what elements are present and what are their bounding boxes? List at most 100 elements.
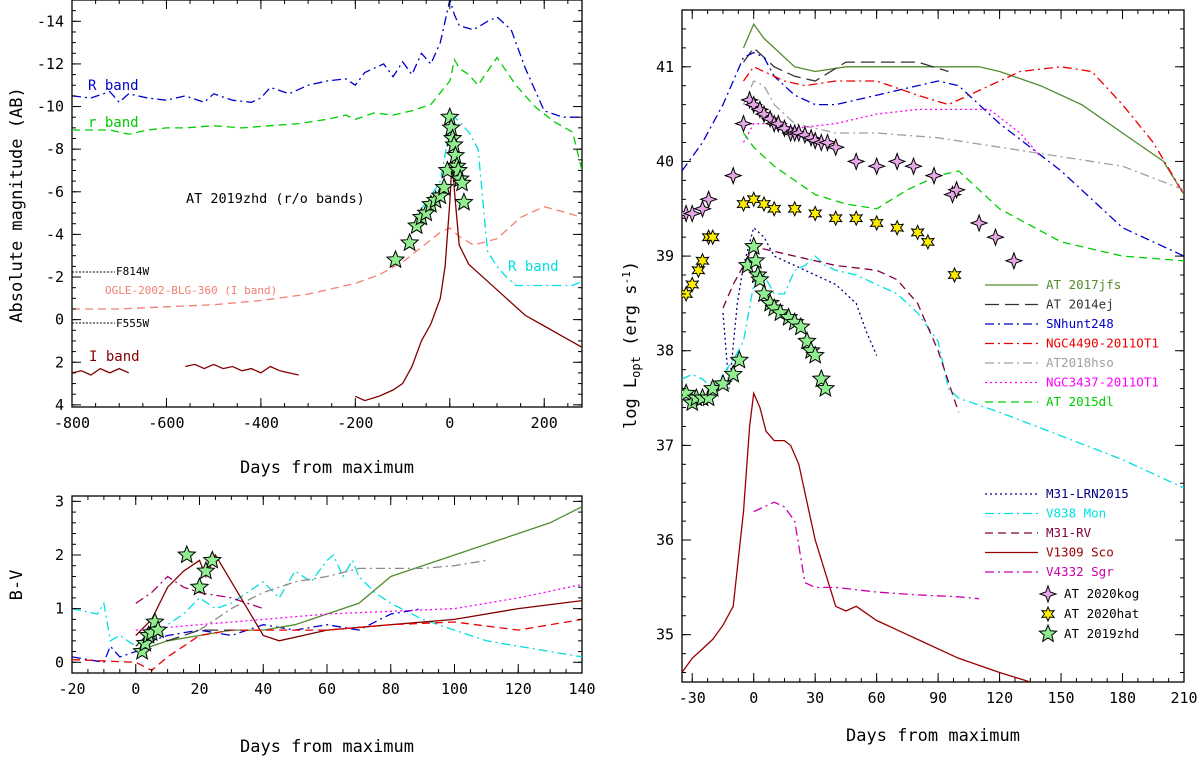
marker-at2019zhd	[754, 283, 774, 303]
annot-ogle: OGLE-2002-BLG-360 (I band)	[105, 284, 277, 297]
marker-at2020hat	[695, 252, 710, 270]
p0-xtick-label: 0	[445, 414, 454, 432]
marker-at2020kog	[969, 213, 989, 233]
marker-at2020hat	[808, 205, 823, 222]
marker-at2020hat	[869, 214, 884, 232]
marker-at2020kog	[768, 114, 788, 134]
marker-at2020hat	[828, 209, 843, 227]
p0-ytick-label: -14	[37, 12, 64, 30]
marker-at2019zhd	[815, 378, 836, 397]
legend-top-label: NGC4490-2011OT1	[1046, 336, 1159, 351]
p2-xtick-label: 180	[1109, 689, 1136, 707]
legend-marker-label: AT 2019zhd	[1064, 626, 1139, 641]
p0-series-line-3	[72, 206, 582, 310]
marker-at2020hat	[691, 262, 706, 279]
p0-series-line-5	[185, 363, 299, 376]
p1-xtick-label: 80	[382, 680, 400, 698]
legend-marker-label: AT 2020hat	[1064, 606, 1139, 621]
p2-ytick-label: 39	[656, 247, 674, 265]
legend-top-label: AT2018hso	[1046, 355, 1114, 370]
marker-at2019zhd	[452, 172, 472, 192]
marker-at2019zhd	[750, 269, 770, 289]
p2-series-line-6	[742, 132, 1184, 262]
marker-at2020kog	[754, 104, 774, 124]
marker-at2020kog	[734, 114, 753, 134]
marker-at2019zhd	[196, 560, 216, 580]
p0-series-line-0	[72, 0, 582, 118]
annot-r-band-blue: R band	[88, 78, 139, 94]
marker-at2020hat	[947, 266, 962, 284]
p1-series-line-8	[135, 629, 232, 647]
p2-series-line-4	[742, 80, 1184, 191]
marker-at2020hat	[920, 233, 935, 251]
marker-at2020hat	[910, 224, 925, 241]
panel-right-plot	[682, 22, 1184, 682]
p1-xtick-label: -20	[58, 680, 85, 698]
p0-ytick-label: 0	[55, 311, 64, 329]
marker-at2020kog	[1004, 251, 1024, 271]
legend-bottom-label: V838 Mon	[1046, 506, 1106, 521]
p1-ytick-label: 1	[55, 600, 64, 618]
p1-xtick-label: 60	[318, 680, 336, 698]
p2-xtick-label: 60	[868, 689, 886, 707]
p0-series-line-2	[420, 116, 582, 287]
panel-right-frame	[681, 9, 1185, 683]
annot-i-band: I band	[89, 349, 140, 365]
r-ylabel-text: log Lopt (erg s-1)	[620, 261, 643, 429]
p2-ytick-label: 38	[656, 342, 674, 360]
marker-at2019zhd	[189, 576, 210, 596]
p0-ytick-label: -12	[37, 55, 64, 73]
legend-top-label: SNhunt248	[1046, 316, 1114, 331]
p2-series-line-7	[722, 226, 878, 389]
marker-at2020hat	[685, 276, 700, 293]
marker-at2020hat	[849, 209, 864, 227]
p0-xtick-label: -400	[243, 414, 279, 432]
p2-series-line-8	[682, 255, 1184, 489]
legend-top-label: NGC3437-2011OT1	[1046, 375, 1159, 390]
marker-at2020kog	[693, 199, 712, 219]
legend-top-label: AT 2014ej	[1046, 297, 1114, 312]
p0-ytick-label: -6	[46, 183, 64, 201]
p0-xtick-label: -200	[337, 414, 373, 432]
marker-at2020hat	[767, 200, 782, 218]
p0-series-line-1	[72, 56, 582, 171]
p0-series-line-4	[72, 367, 129, 376]
marker-at2020hat	[787, 200, 802, 218]
marker-at2020kog	[699, 189, 719, 209]
legend-marker-swatch	[1038, 623, 1058, 643]
p1-xtick-label: 0	[131, 680, 140, 698]
marker-at2020kog	[818, 133, 837, 152]
p0-xtick-label: -800	[54, 414, 90, 432]
marker-at2020hat	[756, 195, 772, 213]
marker-at2020kog	[723, 166, 743, 186]
p0-xtick-label: -600	[148, 414, 184, 432]
panel-bottom-left-plot	[72, 506, 582, 672]
p0-xtick-label: 200	[531, 414, 558, 432]
legend-bottom-label: V4332 Sgr	[1046, 564, 1114, 579]
legend-bottom-label: M31-RV	[1046, 525, 1092, 540]
p2-series-line-11	[753, 501, 980, 600]
p1-xtick-label: 120	[505, 680, 532, 698]
p1-series-line-5	[135, 553, 582, 642]
legend-markers: AT 2020kog AT 2020hat AT 2019zhd	[1038, 584, 1139, 643]
marker-at2020kog	[986, 227, 1005, 247]
legend-marker-swatch	[1038, 584, 1058, 604]
marker-at2019zhd	[434, 177, 454, 196]
marker-at2019zhd	[805, 345, 825, 364]
p2-series-line-0	[742, 22, 1184, 195]
marker-at2020kog	[795, 125, 815, 145]
marker-at2019zhd	[791, 316, 811, 336]
marker-at2019zhd	[743, 236, 764, 255]
marker-at2019zhd	[454, 192, 474, 211]
p2-ytick-label: 41	[656, 58, 674, 76]
p0-ytick-label: -10	[37, 98, 64, 116]
marker-at2020kog	[887, 151, 907, 171]
p1-xtick-label: 140	[568, 680, 595, 698]
p1-series-line-3	[199, 559, 487, 631]
marker-at2020kog	[846, 151, 866, 171]
p2-ytick-label: 37	[656, 436, 674, 454]
marker-at2020kog	[744, 95, 764, 115]
marker-at2019zhd	[399, 232, 420, 252]
marker-at2020kog	[682, 204, 702, 223]
